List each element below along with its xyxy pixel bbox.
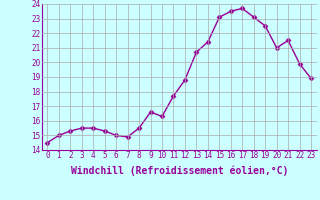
X-axis label: Windchill (Refroidissement éolien,°C): Windchill (Refroidissement éolien,°C) xyxy=(70,166,288,176)
